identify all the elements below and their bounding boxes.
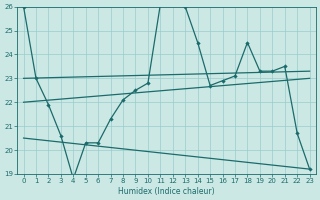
- X-axis label: Humidex (Indice chaleur): Humidex (Indice chaleur): [118, 187, 215, 196]
